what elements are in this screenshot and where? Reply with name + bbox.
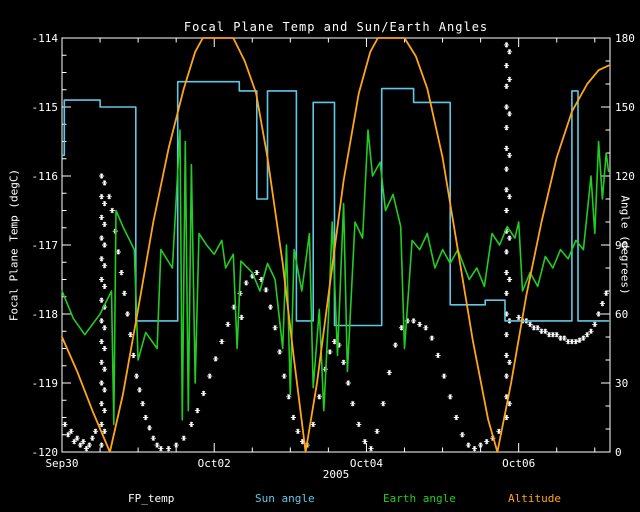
- chart-title: Focal Plane Temp and Sun/Earth Angles: [183, 20, 489, 34]
- tick-label: 90: [615, 239, 628, 252]
- tick-label: -120: [32, 446, 59, 459]
- legend-item-earth-angle: Earth angle: [383, 492, 456, 505]
- tick-label: -115: [32, 101, 59, 114]
- axes: Sep30 Oct02 Oct04 Oct06 -114 -115 -116 -117 -118…: [32, 32, 635, 470]
- tick-label: 180: [615, 32, 635, 45]
- tick-label: 60: [615, 308, 628, 321]
- tick-label: -116: [32, 170, 59, 183]
- tick-label: -119: [32, 377, 59, 390]
- tick-label: 150: [615, 101, 635, 114]
- legend: FP_temp Sun angle Earth angle Altitude: [0, 492, 640, 510]
- tick-label: Oct02: [198, 457, 231, 470]
- legend-item-altitude: Altitude: [508, 492, 561, 505]
- x-axis-year: 2005: [322, 468, 350, 481]
- series-altitude: [61, 37, 610, 453]
- tick-label: -114: [32, 32, 59, 45]
- tick-label: 0: [615, 446, 622, 459]
- fp-temp-markers: [62, 42, 609, 452]
- legend-item-fp-temp: FP_temp: [128, 492, 175, 505]
- tick-label: -117: [32, 239, 59, 252]
- tick-label: -118: [32, 308, 59, 321]
- tick-label: 120: [615, 170, 635, 183]
- tick-label: Oct06: [502, 457, 535, 470]
- tick-label: Oct04: [350, 457, 383, 470]
- legend-item-sun-angle: Sun angle: [255, 492, 315, 505]
- tick-label: Sep30: [45, 457, 78, 470]
- tick-label: 30: [615, 377, 628, 390]
- series-fp-temp: [62, 42, 609, 452]
- series-earth-angle: [61, 129, 610, 426]
